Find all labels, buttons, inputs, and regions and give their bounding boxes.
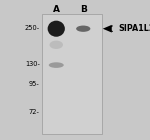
Text: 130-: 130- <box>25 61 40 67</box>
Text: A: A <box>53 5 60 14</box>
Text: 95-: 95- <box>29 81 40 87</box>
Text: B: B <box>80 5 87 14</box>
Ellipse shape <box>49 62 64 68</box>
Text: 250-: 250- <box>25 25 40 31</box>
Text: SIPA1L2: SIPA1L2 <box>118 24 150 33</box>
Ellipse shape <box>50 41 63 49</box>
Bar <box>42 14 102 134</box>
Polygon shape <box>103 25 112 32</box>
Ellipse shape <box>76 25 90 32</box>
Ellipse shape <box>48 21 65 37</box>
Text: 72-: 72- <box>29 109 40 115</box>
